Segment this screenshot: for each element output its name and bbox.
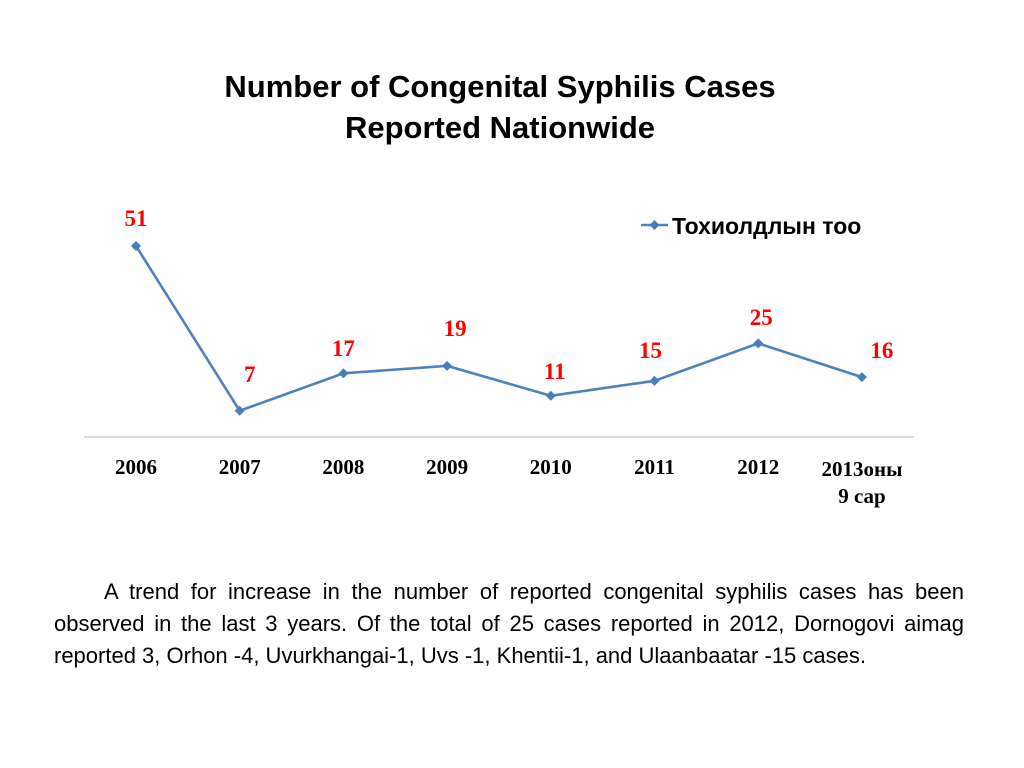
legend-marker (649, 220, 660, 230)
data-label: 15 (639, 338, 662, 363)
data-label: 51 (125, 206, 148, 231)
data-point-marker (234, 405, 245, 416)
x-tick-label: 2007 (219, 455, 261, 479)
data-label: 19 (444, 316, 467, 341)
data-point-marker (649, 375, 660, 386)
data-label: 25 (750, 305, 773, 330)
data-label: 11 (544, 359, 566, 384)
x-tick-label: 2009 (426, 455, 468, 479)
x-tick-label: 2010 (530, 455, 572, 479)
chart-title: Number of Congenital Syphilis Cases Repo… (100, 66, 900, 148)
data-label: 7 (244, 362, 256, 387)
data-point-marker (545, 390, 556, 401)
x-tick-label: 2006 (115, 455, 157, 479)
x-tick-label: 2012 (737, 455, 779, 479)
chart-title-line-1: Number of Congenital Syphilis Cases (224, 69, 776, 104)
data-label: 16 (870, 338, 893, 363)
legend: Тохиолдлын тоо (641, 213, 861, 239)
series-line (134, 245, 863, 413)
chart-description: A trend for increase in the number of re… (54, 579, 964, 668)
data-point-marker (442, 360, 453, 371)
plot-area: 51 7 17 19 11 15 25 16 (125, 206, 893, 416)
legend-label: Тохиолдлын тоо (672, 213, 861, 239)
data-point-marker (753, 338, 764, 349)
x-tick-label: 2011 (634, 455, 675, 479)
data-point-marker (131, 241, 141, 251)
chart-title-line-2: Reported Nationwide (344, 110, 655, 145)
x-tick-label: 2013оны 9 сар (822, 457, 903, 508)
data-label: 17 (332, 336, 355, 361)
data-point-marker (338, 368, 349, 379)
data-point-marker (856, 372, 867, 383)
x-tick-label: 2008 (322, 455, 364, 479)
x-tick-labels: 2006 2007 2008 2009 2010 2011 2012 2013оны 9 сар (115, 455, 903, 508)
